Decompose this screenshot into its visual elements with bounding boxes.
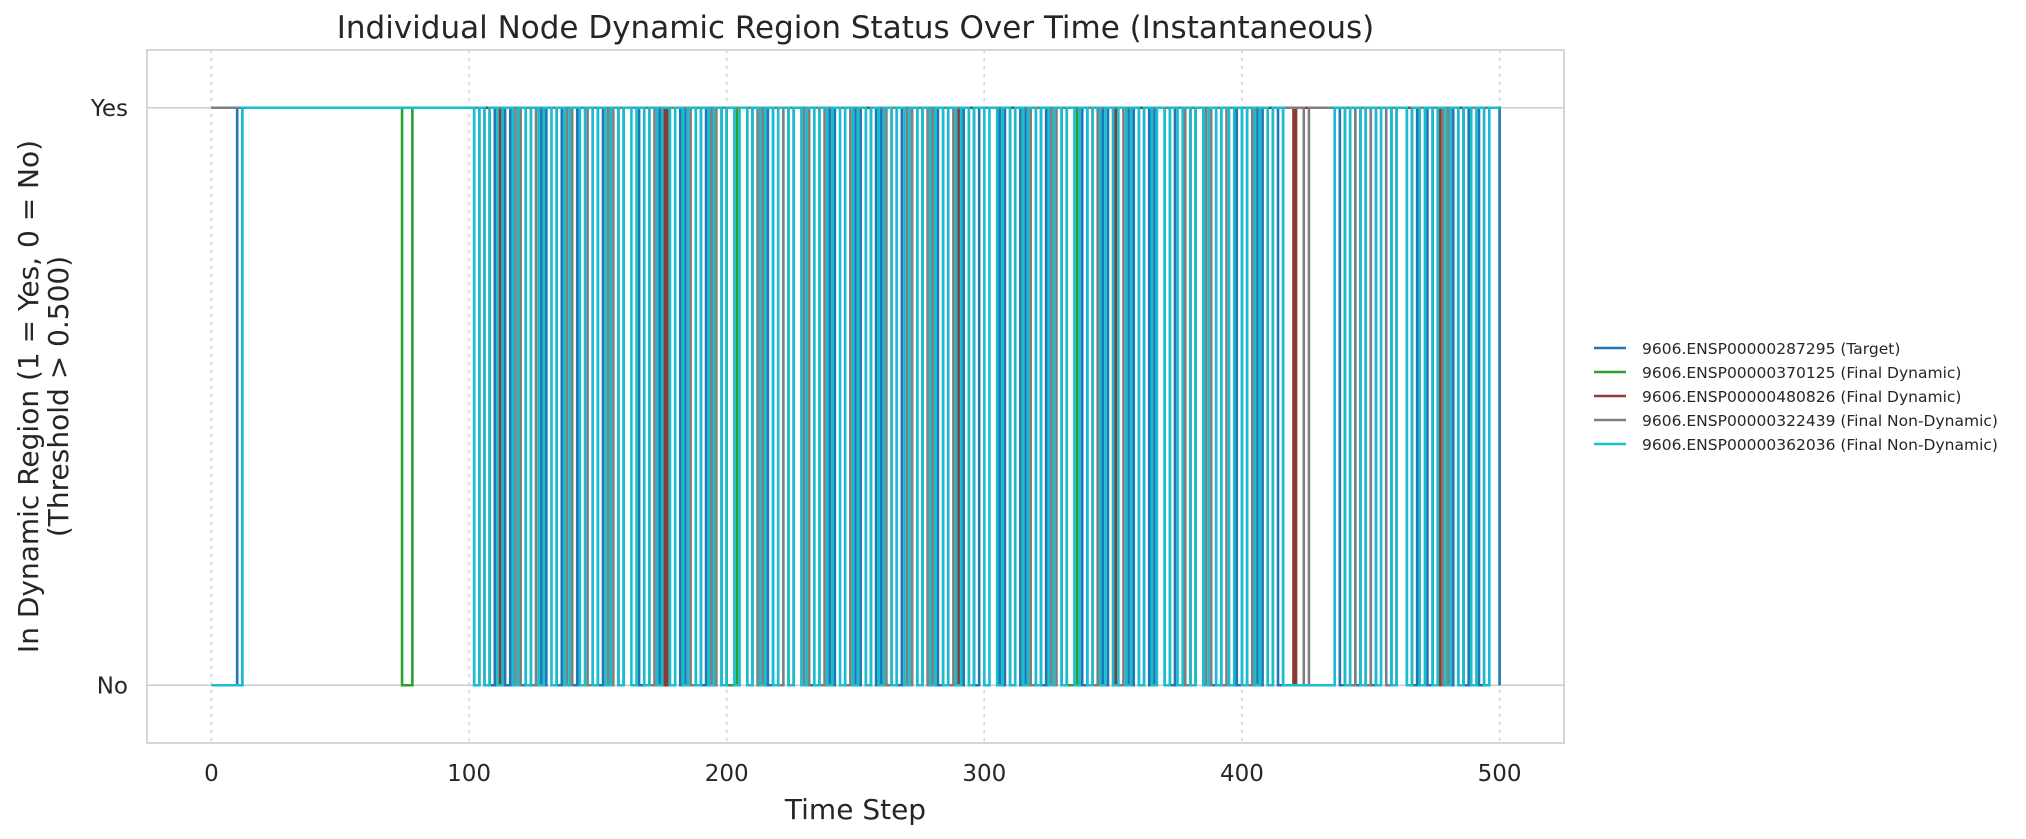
series-line-5	[211, 106, 1500, 687]
y-axis-label: In Dynamic Region (1 = Yes, 0 = No) (Thr…	[12, 140, 75, 653]
x-tick-label: 0	[204, 761, 219, 787]
legend-entry: 9606.ENSP00000287295 (Target)	[1642, 340, 1900, 358]
x-tick-label: 300	[962, 761, 1006, 787]
x-tick-label: 100	[447, 761, 491, 787]
x-tick-label: 500	[1478, 761, 1522, 787]
legend-entry: 9606.ENSP00000480826 (Final Dynamic)	[1642, 388, 1961, 406]
y-axis-label-line-1: In Dynamic Region (1 = Yes, 0 = No)	[12, 140, 45, 653]
legend-entry: 9606.ENSP00000362036 (Final Non-Dynamic)	[1642, 436, 1998, 454]
legend-entry: 9606.ENSP00000322439 (Final Non-Dynamic)	[1642, 412, 1998, 430]
y-tick-label: No	[97, 673, 128, 699]
x-tick-label: 400	[1220, 761, 1264, 787]
x-axis-ticks: 0 100 200 300 400 500	[204, 761, 1521, 787]
legend: 9606.ENSP00000287295 (Target) 9606.ENSP00…	[1594, 340, 1998, 454]
y-tick-label: Yes	[90, 96, 128, 122]
x-axis-label: Time Step	[784, 793, 926, 826]
series-layer	[211, 106, 1501, 687]
plot-frame	[146, 49, 1565, 744]
y-axis-ticks: No Yes	[90, 96, 128, 700]
chart-title: Individual Node Dynamic Region Status Ov…	[337, 10, 1374, 46]
x-tick-label: 200	[705, 761, 749, 787]
y-axis-label-line-2: (Threshold > 0.500)	[42, 256, 75, 537]
legend-entry: 9606.ENSP00000370125 (Final Dynamic)	[1642, 364, 1961, 382]
